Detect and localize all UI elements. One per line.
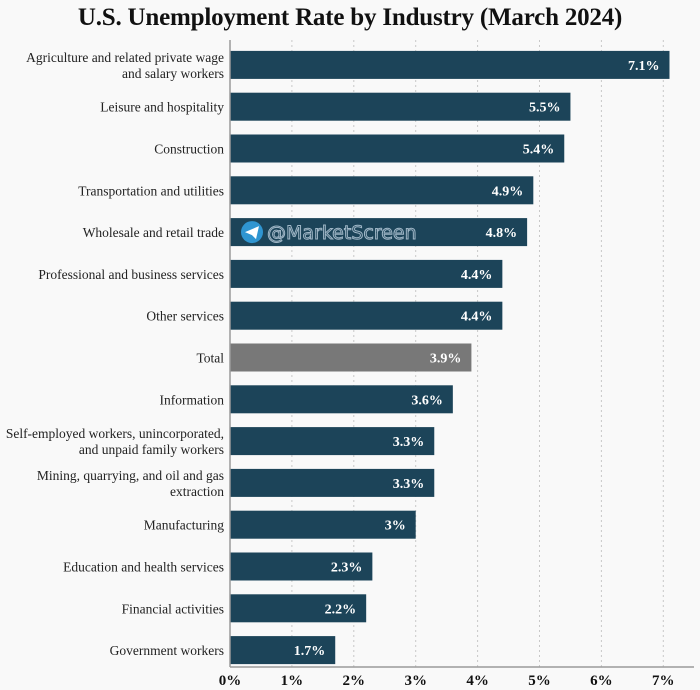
category-label: extraction — [170, 484, 224, 499]
category-label: Transportation and utilities — [78, 183, 224, 198]
category-label: and salary workers — [122, 66, 224, 81]
bar — [230, 594, 367, 623]
value-label: 2.2% — [325, 602, 357, 617]
category-label: Mining, quarrying, and oil and gas — [37, 468, 224, 483]
value-label: 7.1% — [628, 59, 660, 74]
bars — [230, 50, 670, 665]
category-label: and unpaid family workers — [79, 442, 224, 457]
bar — [230, 259, 503, 288]
category-label: Financial activities — [122, 601, 224, 616]
watermark-text: @MarketScreen — [267, 222, 417, 244]
bar — [230, 92, 571, 121]
x-tick-label: 3% — [404, 673, 427, 689]
bar — [230, 552, 373, 581]
value-label: 4.4% — [461, 310, 493, 325]
category-label: Leisure and hospitality — [100, 100, 224, 115]
value-label: 3.3% — [393, 477, 425, 492]
bar — [230, 385, 453, 414]
watermark: @MarketScreen — [241, 221, 417, 245]
category-label: Wholesale and retail trade — [83, 225, 224, 240]
bar — [230, 636, 336, 665]
value-label: 3.9% — [430, 352, 462, 367]
category-label: Government workers — [110, 643, 224, 658]
value-label: 5.5% — [529, 101, 561, 116]
axes — [229, 40, 694, 668]
bar — [230, 510, 416, 539]
x-tick-label: 7% — [652, 673, 675, 689]
x-tick-label: 5% — [528, 673, 551, 689]
value-label: 2.3% — [331, 561, 363, 576]
value-labels: 7.1% 5.5% 5.4% 4.9% 4.8% 4.4% 4.4% 3.9% 3.6% 3.3%… — [294, 59, 660, 659]
category-label: Education and health services — [63, 560, 224, 575]
value-label: 5.4% — [523, 143, 555, 158]
value-label: 3.6% — [411, 393, 443, 408]
category-label: Self-employed workers, unincorporated, — [6, 426, 224, 441]
x-tick-label: 0% — [219, 673, 242, 689]
category-labels: Agriculture and related private wageand … — [6, 50, 224, 658]
chart-title: U.S. Unemployment Rate by Industry (Marc… — [77, 4, 623, 31]
bar — [230, 301, 503, 330]
value-label: 4.4% — [461, 268, 493, 283]
category-label: Information — [160, 392, 225, 407]
bar — [230, 427, 435, 456]
value-label: 1.7% — [294, 644, 326, 659]
category-label: Professional and business services — [38, 267, 224, 282]
category-label: Construction — [154, 142, 224, 157]
telegram-plane-glyph — [245, 226, 259, 240]
value-label: 4.9% — [492, 184, 524, 199]
bar — [230, 176, 534, 205]
bar — [230, 468, 435, 497]
x-tick-label: 6% — [590, 673, 613, 689]
x-tick-label: 1% — [281, 673, 304, 689]
category-label: Total — [196, 351, 224, 366]
bar — [230, 134, 565, 163]
value-label: 3% — [385, 519, 406, 534]
x-tick-labels: 0% 1% 2% 3% 4% 5% 6% 7% — [219, 673, 675, 689]
bar — [230, 50, 670, 79]
x-tick-label: 2% — [343, 673, 366, 689]
value-label: 3.3% — [393, 435, 425, 450]
bar — [230, 343, 472, 372]
x-tick-label: 4% — [466, 673, 489, 689]
category-label: Manufacturing — [144, 518, 224, 533]
category-label: Agriculture and related private wage — [26, 50, 224, 65]
value-label: 4.8% — [486, 226, 518, 241]
bar — [230, 218, 528, 247]
category-label: Other services — [146, 309, 224, 324]
